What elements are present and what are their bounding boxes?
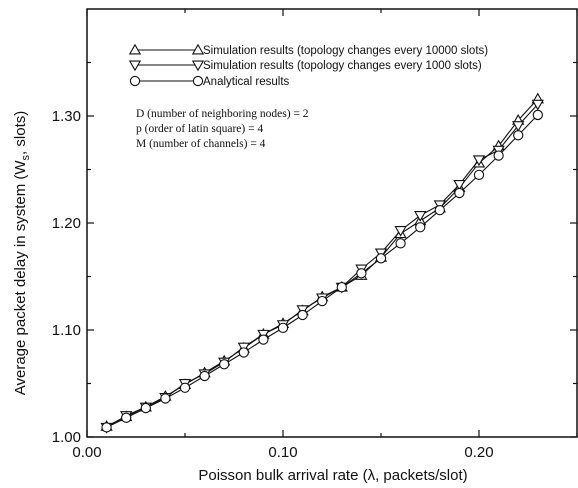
data-point-triangle-down — [512, 121, 525, 132]
series-triangle-down — [100, 99, 544, 434]
legend-label: Simulation results (topology changes eve… — [203, 60, 482, 72]
data-point-triangle-down — [472, 155, 486, 167]
data-point-triangle-down — [414, 211, 427, 222]
x-axis-ticks: 0.00 0.10 0.20 — [72, 9, 578, 461]
data-point-circle — [277, 322, 289, 334]
data-point-circle — [160, 393, 171, 404]
annotation-text: p (order of latin square) = 4 — [136, 123, 263, 135]
y-axis-label-main: Average packet delay in system (W — [12, 160, 29, 396]
legend-label: Analytical results — [203, 76, 290, 88]
data-point-circle — [297, 309, 308, 321]
y-axis-label-subscript: s — [20, 154, 32, 160]
data-point-circle — [454, 187, 465, 199]
plot-border — [86, 8, 578, 438]
series-circle — [101, 109, 543, 433]
annotation-text: M (number of channels) = 4 — [136, 138, 266, 150]
data-point-circle — [336, 282, 347, 293]
data-point-circle — [179, 382, 191, 393]
data-point-triangle-down — [394, 226, 407, 237]
data-point-circle — [434, 205, 445, 216]
data-point-circle — [140, 402, 151, 414]
data-point-circle — [121, 412, 132, 423]
data-point-circle — [395, 238, 406, 249]
series-line — [106, 114, 539, 428]
data-point-circle — [199, 370, 210, 382]
data-point-circle — [258, 334, 269, 345]
data-point-circle — [317, 295, 328, 307]
legend-label: Simulation results (topology changes eve… — [203, 45, 488, 57]
data-point-circle — [375, 253, 387, 264]
legend: Simulation results (topology changes eve… — [128, 43, 488, 88]
data-point-circle — [415, 222, 426, 233]
data-point-circle — [473, 169, 485, 180]
y-tick-label: 1.20 — [52, 215, 81, 232]
x-tick-label: 0.20 — [464, 444, 493, 461]
data-point-triangle-down — [531, 99, 544, 111]
legend-entry: Simulation results (topology changes eve… — [128, 60, 482, 72]
data-point-circle — [493, 150, 504, 161]
legend-entry: Simulation results (topology changes eve… — [128, 43, 488, 57]
data-point-circle — [532, 109, 543, 121]
legend-marker — [191, 60, 205, 72]
data-point-triangle-down — [453, 180, 466, 191]
data-point-circle — [356, 268, 367, 279]
x-axis-label: Poisson bulk arrival rate (λ, packets/sl… — [198, 467, 467, 484]
data-point-circle — [101, 422, 112, 433]
legend-marker — [129, 75, 141, 87]
plot-frame — [86, 8, 578, 438]
legend-marker — [191, 43, 205, 55]
legend-marker — [192, 75, 204, 87]
y-axis-label-tail: , slots) — [12, 111, 29, 155]
x-tick-label: 0.10 — [268, 444, 297, 461]
annotation-text: D (number of neighboring nodes) = 2 — [136, 108, 309, 120]
y-tick-label: 1.30 — [52, 108, 81, 125]
data-point-circle — [238, 347, 249, 358]
data-point-circle — [513, 130, 524, 141]
annotations: D (number of neighboring nodes) = 2 p (or… — [136, 108, 309, 150]
y-tick-label: 1.00 — [52, 429, 81, 446]
series-line — [106, 103, 539, 428]
y-tick-label: 1.10 — [52, 322, 81, 339]
data-point-circle — [219, 359, 230, 370]
x-tick-label: 0.00 — [72, 444, 101, 461]
legend-entry: Analytical results — [129, 75, 290, 88]
series-layer — [100, 92, 544, 434]
legend-marker — [128, 43, 142, 55]
y-axis-ticks: 1.00 1.10 1.20 1.30 — [52, 61, 577, 446]
legend-marker — [128, 60, 142, 72]
y-axis-label: Average packet delay in system (Ws, slot… — [12, 111, 32, 396]
